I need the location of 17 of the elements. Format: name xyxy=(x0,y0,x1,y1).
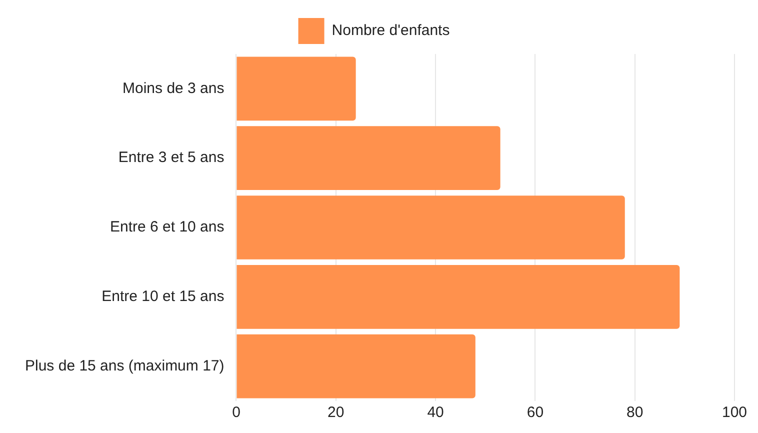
x-tick-label: 0 xyxy=(232,404,240,422)
y-tick-label: Entre 6 et 10 ans xyxy=(110,218,224,236)
bar xyxy=(236,56,356,121)
bar xyxy=(236,196,625,260)
y-tick-label: Moins de 3 ans xyxy=(122,80,224,97)
legend-label: Nombre d'enfants xyxy=(332,22,450,40)
y-tick-label: Plus de 15 ans (maximum 17) xyxy=(25,357,224,374)
x-tick-label: 80 xyxy=(626,404,644,422)
bar xyxy=(236,264,680,329)
y-tick-label: Entre 3 et 5 ans xyxy=(118,149,224,166)
x-tick-label: 100 xyxy=(722,404,747,422)
x-tick-label: 40 xyxy=(427,404,444,422)
bar xyxy=(236,334,476,398)
y-tick-label: Entre 10 et 15 ans xyxy=(102,288,224,306)
bar xyxy=(236,126,500,190)
x-tick-label: 20 xyxy=(328,404,344,422)
x-tick-label: 60 xyxy=(526,404,544,422)
